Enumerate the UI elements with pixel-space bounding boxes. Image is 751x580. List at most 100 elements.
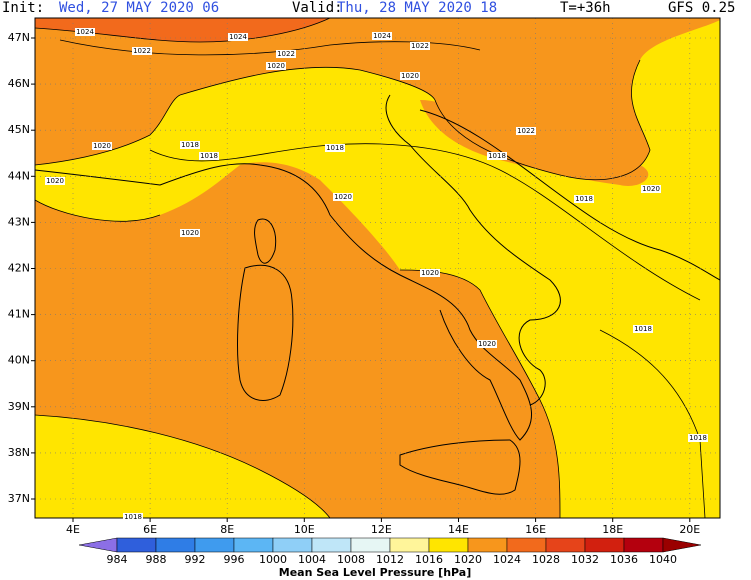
colorbar-arrow [78,537,118,553]
lon-label: 20E [679,523,700,536]
lon-label: 4E [66,523,80,536]
lat-label: 43N [8,215,30,228]
colorbar-tick-label: 1036 [610,553,638,566]
isobar-label-bg [400,72,420,80]
colorbar-tick-label: 996 [224,553,245,566]
isobar-label-bg [641,185,661,193]
lon-label: 6E [143,523,157,536]
init-time: Wed, 27 MAY 2020 06 [59,0,219,16]
isobar-label: 1018 [326,144,344,152]
isobar-label-bg [45,177,65,185]
isobar-label: 1020 [46,177,64,185]
isobar-label-bg [132,47,152,55]
colorbar-tick-label: 984 [107,553,128,566]
colorbar-tick-label: 1008 [337,553,365,566]
colorbar-title: Mean Sea Level Pressure [hPa] [279,566,472,579]
isobar-label: 1018 [200,152,218,160]
yellow-field [35,415,330,518]
isobar-label: 1020 [181,229,199,237]
high-field [35,18,330,42]
lat-label: 44N [8,169,30,182]
colorbar-bin [311,537,352,553]
isobar-label: 1020 [478,340,496,348]
lon-label: 16E [525,523,546,536]
isobar-label: 1022 [411,42,429,50]
colorbar-tick-label: 1028 [532,553,560,566]
valid-time: Thu, 28 MAY 2020 18 [337,0,497,16]
colorbar-tick-label: 988 [146,553,167,566]
isobar-label-bg [92,142,112,150]
colorbar-bin [155,537,196,553]
isobar-label: 1020 [267,62,285,70]
lon-label: 12E [371,523,392,536]
isobar-label-bg [477,340,497,348]
colorbar-tick-label: 1032 [571,553,599,566]
init-label: Init: [2,0,44,16]
isobar-label-bg [633,325,653,333]
colorbar-bin [272,537,313,553]
isobar-label: 1024 [229,33,247,41]
colorbar-bin [545,537,586,553]
isobar-label: 1024 [373,32,391,40]
isobar-label-bg [372,32,392,40]
colorbar-bin [194,537,235,553]
isobar-label-bg [180,229,200,237]
colorbar-tick-label: 1004 [298,553,326,566]
isobar-label: 1024 [76,28,94,36]
lon-label: 18E [602,523,623,536]
isobar-label-bg [180,141,200,149]
lat-label: 41N [8,308,30,321]
lat-label: 39N [8,400,30,413]
isobar-label: 1020 [334,193,352,201]
orange-field [420,100,649,186]
isobar-label-bg [325,144,345,152]
map-frame [34,17,721,519]
colorbar-bin [506,537,547,553]
valid-label: Valid: [292,0,343,16]
isobar-label-bg [420,269,440,277]
lat-label: 38N [8,446,30,459]
isobar-label-bg [688,434,708,442]
colorbar-bin [584,537,625,553]
isobar-label: 1022 [133,47,151,55]
isobar-label: 1020 [421,269,439,277]
isobar-label: 1018 [575,195,593,203]
isobar-label-bg [75,28,95,36]
isobar-label: 1020 [93,142,111,150]
colorbar-tick-label: 1024 [493,553,521,566]
colorbar-bin [623,537,664,553]
isobar-label: 1018 [634,325,652,333]
isobar-label: 1022 [277,50,295,58]
lat-label: 37N [8,492,30,505]
colorbar-tick-label: 1020 [454,553,482,566]
isobar-label: 1018 [181,141,199,149]
isobar-label-bg [199,152,219,160]
isobar-label-bg [266,62,286,70]
lead-time: T=+36h [560,0,611,16]
isobar-label: 1020 [642,185,660,193]
lon-label: 14E [448,523,469,536]
yellow-field [35,20,720,518]
isobar-label-bg [123,513,143,521]
lat-label: 40N [8,354,30,367]
coastlines [34,94,721,495]
isobar-label-bg [333,193,353,201]
colorbar-tick-label: 992 [185,553,206,566]
colorbar-tick-label: 1000 [259,553,287,566]
colorbar-bin [233,537,274,553]
isobar-label: 1018 [488,152,506,160]
map [34,17,721,519]
isobar-label-bg [574,195,594,203]
lat-label: 42N [8,262,30,275]
lat-label: 47N [8,31,30,44]
isobar-label: 1018 [124,513,142,521]
isobar-label-bg [228,33,248,41]
isobar-label-bg [487,152,507,160]
isobar-label-bg [276,50,296,58]
colorbar-bin [467,537,508,553]
isobar-label-bg [516,127,536,135]
isobar-label: 1020 [401,72,419,80]
lat-label: 46N [8,77,30,90]
isobar-label: 1022 [517,127,535,135]
